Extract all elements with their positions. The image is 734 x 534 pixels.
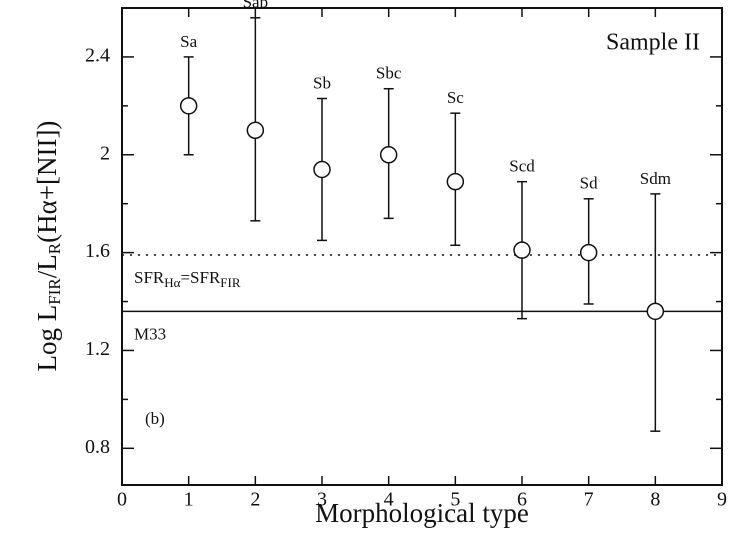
y-axis-label: Log LFIR/LR(Hα+[NII]) — [32, 121, 64, 372]
y-label-part: Log L — [32, 305, 62, 372]
point-label: Sd — [580, 174, 598, 193]
point-label: Sdm — [640, 169, 671, 188]
x-tick-label: 3 — [317, 489, 327, 511]
point — [646, 302, 665, 321]
y-label-sub: R — [45, 242, 64, 254]
x-tick-label: 8 — [650, 489, 660, 511]
point — [379, 146, 398, 164]
reference-label-part: =SFR — [180, 268, 220, 287]
x-tick-label: 4 — [384, 489, 394, 511]
y-tick-label: 2 — [100, 142, 110, 164]
x-tick-label: 6 — [517, 489, 527, 511]
plot-frame — [121, 7, 723, 486]
x-tick-label: 1 — [184, 489, 194, 511]
point-label: Sa — [180, 32, 197, 51]
reference-label-part: M33 — [134, 324, 166, 343]
point — [313, 160, 331, 179]
point — [513, 241, 531, 259]
y-tick-label: 2.4 — [85, 45, 110, 67]
y-tick-label: 1.2 — [85, 338, 110, 360]
annotation: (b) — [145, 409, 165, 428]
reference-label: M33 — [134, 324, 166, 343]
x-tick-label: 7 — [584, 489, 594, 511]
y-label-part: /L — [32, 254, 62, 278]
y-tick-label: 0.8 — [85, 436, 110, 458]
y-label-part: (Hα+[NII]) — [32, 121, 62, 243]
x-tick-label: 0 — [117, 489, 127, 511]
y-tick-label: 1.6 — [85, 240, 110, 262]
reference-label-sub: Hα — [164, 275, 180, 290]
reference-label-part: SFR — [134, 268, 165, 287]
y-label-sub: FIR — [45, 278, 64, 305]
point — [446, 172, 465, 191]
annotation: Sample II — [606, 30, 700, 56]
x-axis-label: Morphological type — [315, 498, 529, 528]
x-tick-label: 5 — [450, 489, 460, 511]
point-label: Sb — [313, 73, 331, 92]
point-label: Scd — [509, 157, 535, 176]
reference-label-sub: FIR — [220, 275, 241, 290]
x-tick-label: 2 — [250, 489, 260, 511]
point-label: Sc — [447, 88, 464, 107]
point-label: Sab — [243, 0, 269, 12]
point — [579, 243, 598, 262]
point-label: Sbc — [376, 64, 402, 83]
x-tick-label: 9 — [717, 489, 727, 511]
reference-label: SFRHα=SFRFIR — [134, 268, 241, 290]
point — [246, 121, 265, 140]
point — [179, 97, 198, 115]
